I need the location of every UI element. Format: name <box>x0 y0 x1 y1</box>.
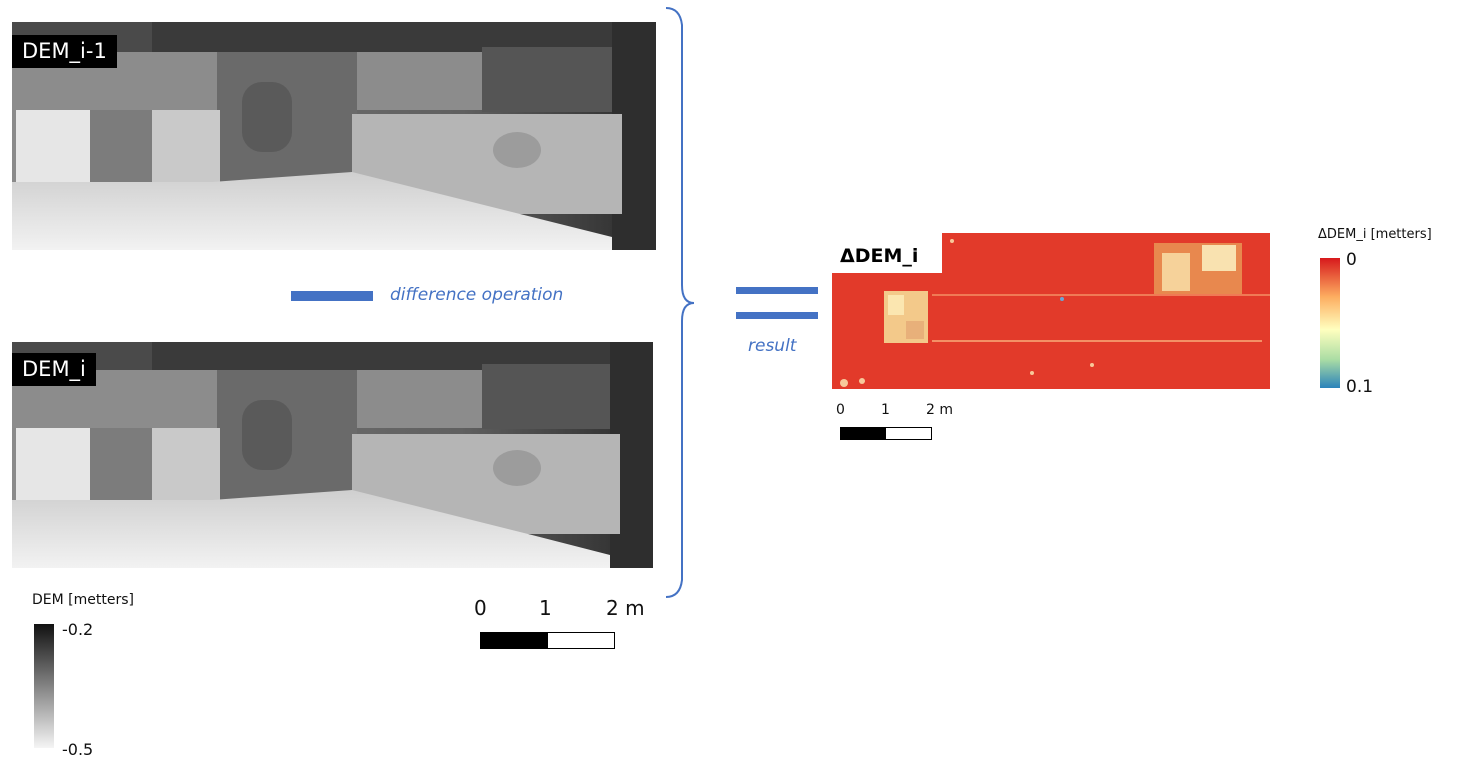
dem-legend-min: -0.5 <box>62 740 94 759</box>
dem-curr-label: DEM_i <box>12 353 96 386</box>
equals-sign-bottom <box>736 312 818 319</box>
minus-sign-icon <box>291 291 373 301</box>
dem-scale-tick-2: 2 m <box>606 596 645 620</box>
delta-legend-colorbar <box>1320 258 1340 388</box>
delta-dem-map: ΔDEM_i <box>832 233 1270 389</box>
dem-prev-raster <box>12 22 656 250</box>
delta-scale-tick-1: 1 <box>881 402 890 418</box>
dem-prev-label: DEM_i-1 <box>12 35 117 68</box>
delta-legend-bottom: 0.1 <box>1346 377 1374 397</box>
dem-scale-tick-0: 0 <box>474 596 487 620</box>
equals-sign-top <box>736 287 818 294</box>
difference-operation-label: difference operation <box>390 285 564 305</box>
delta-dem-label: ΔDEM_i <box>832 241 927 269</box>
dem-curr-raster <box>12 342 653 568</box>
delta-scale-tick-0: 0 <box>836 402 845 418</box>
dem-legend-max: -0.2 <box>62 620 94 639</box>
delta-legend-title: ΔDEM_i [metters] <box>1318 227 1432 242</box>
dem-scale-bar <box>480 632 615 649</box>
brace-icon <box>665 7 695 598</box>
result-label: result <box>748 336 797 356</box>
dem-prev-map: DEM_i-1 <box>12 22 656 250</box>
delta-scale-bar <box>840 427 932 440</box>
dem-legend-title: DEM [metters] <box>32 592 134 608</box>
dem-scale-tick-1: 1 <box>539 596 552 620</box>
dem-legend-colorbar <box>34 624 54 748</box>
dem-curr-map: DEM_i <box>12 342 653 568</box>
delta-legend-top: 0 <box>1346 250 1357 270</box>
delta-scale-tick-2: 2 m <box>926 402 953 418</box>
